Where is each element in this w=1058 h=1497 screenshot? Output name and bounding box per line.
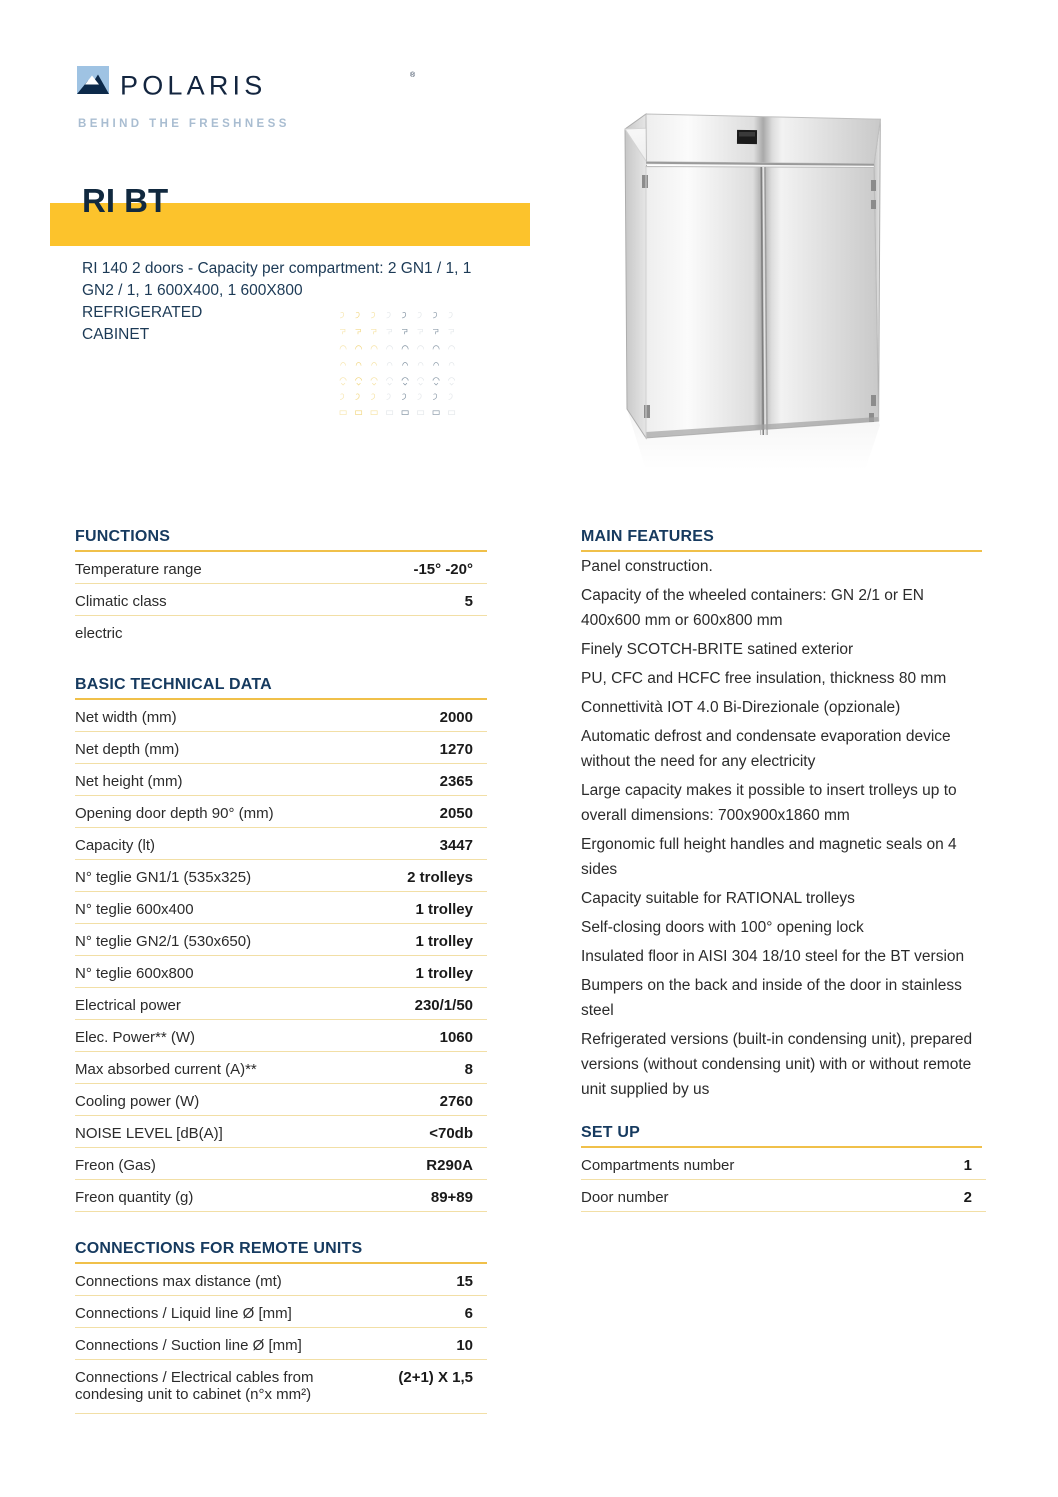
svg-text:POLARIS: POLARIS: [120, 71, 266, 101]
svg-text:®: ®: [410, 71, 416, 79]
